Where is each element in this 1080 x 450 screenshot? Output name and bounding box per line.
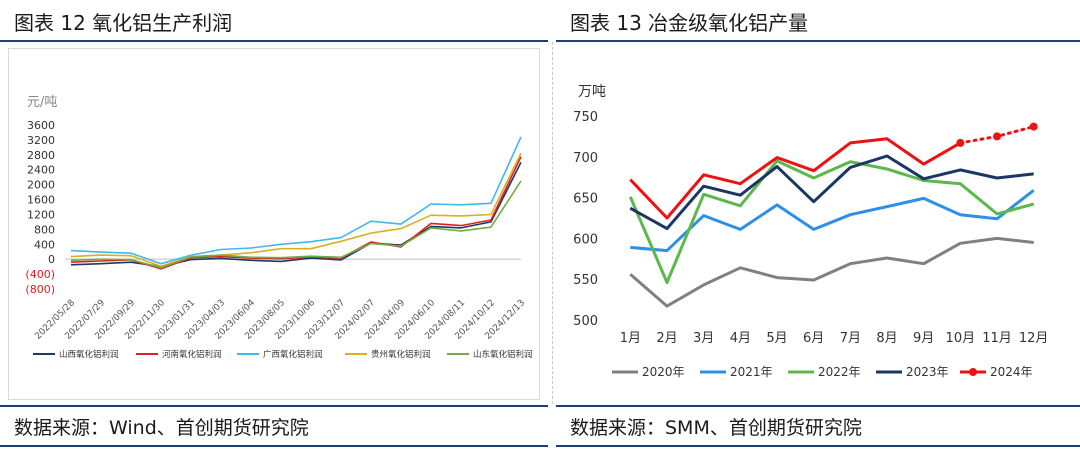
left-y-tick-label: 1200 <box>27 208 55 221</box>
left-series-line <box>70 156 522 270</box>
left-y-tick-label: 2000 <box>27 179 55 192</box>
right-x-tick-label: 3月 <box>693 331 714 346</box>
right-x-tick-label: 6月 <box>803 331 824 346</box>
left-chart-title: 图表 12 氧化铝生产利润 <box>14 11 233 35</box>
left-legend-label: 山东氧化铝利润 <box>473 349 533 360</box>
output-line-chart: 万吨 750 700 650 600 550 500 1月 2月 3月 4月 5月 6月 7月 8月 9月 10… <box>573 84 1049 379</box>
left-y-tick-label: 3200 <box>27 134 55 147</box>
right-series-line <box>629 236 1034 308</box>
right-chart-title: 图表 13 冶金级氧化铝产量 <box>570 11 809 35</box>
right-legend-label: 2023年 <box>906 365 949 379</box>
right-x-tick-label: 2月 <box>656 331 677 346</box>
right-legend-label: 2024年 <box>990 365 1033 379</box>
right-legend-label: 2020年 <box>642 365 685 379</box>
left-y-tick-label: 400 <box>34 238 55 251</box>
right-x-tick-label: 10月 <box>946 331 976 346</box>
right-title-bar: 图表 13 冶金级氧化铝产量 <box>556 0 1080 42</box>
left-source-bar: 数据来源：Wind、首创期货研究院 <box>0 405 548 447</box>
left-series-line <box>70 136 522 265</box>
right-x-tick-label: 8月 <box>876 331 897 346</box>
left-y-tick-label: 2800 <box>27 149 55 162</box>
left-y-tick-label: (800) <box>25 283 55 296</box>
right-legend-marker <box>969 368 977 376</box>
right-legend-label: 2022年 <box>818 365 861 379</box>
left-legend-label: 贵州氧化铝利润 <box>371 349 431 360</box>
left-legend-label: 广西氧化铝利润 <box>263 349 323 360</box>
right-y-tick-label: 500 <box>573 314 598 329</box>
right-x-tick-label: 11月 <box>982 331 1012 346</box>
left-chart-panel: 图表 12 氧化铝生产利润 元/吨 3600 3200 2800 2400 2000 160… <box>0 0 548 447</box>
right-source-bar: 数据来源：SMM、首创期货研究院 <box>556 405 1080 447</box>
left-y-tick-label: 1600 <box>27 194 55 207</box>
right-x-tick-label: 4月 <box>730 331 751 346</box>
right-x-tick-label: 1月 <box>620 331 641 346</box>
right-legend-label: 2021年 <box>730 365 773 379</box>
right-series-line <box>629 137 962 220</box>
right-unit-label: 万吨 <box>578 84 606 100</box>
right-y-tick-label: 600 <box>573 232 598 247</box>
right-series-point <box>1029 122 1038 131</box>
right-series-line <box>630 189 1035 253</box>
right-y-tick-label: 750 <box>573 110 598 125</box>
right-x-tick-label: 5月 <box>766 331 787 346</box>
left-source-text: 数据来源：Wind、首创期货研究院 <box>14 417 309 439</box>
right-x-tick-label: 12月 <box>1019 331 1049 346</box>
left-series-line <box>70 180 522 269</box>
left-series-line <box>70 152 522 268</box>
left-y-tick-label: (400) <box>25 268 55 281</box>
right-y-tick-label: 650 <box>573 192 598 207</box>
left-series-line <box>70 161 522 268</box>
left-y-tick-label: 0 <box>48 253 55 266</box>
right-series-line <box>628 159 1035 284</box>
left-legend-label: 河南氧化铝利润 <box>162 349 222 360</box>
right-series-line <box>629 154 1034 231</box>
left-chart-frame: 元/吨 3600 3200 2800 2400 2000 1600 1200 800 400 0 (4… <box>8 48 540 400</box>
right-source-text: 数据来源：SMM、首创期货研究院 <box>570 417 862 439</box>
left-y-tick-label: 2400 <box>27 164 55 177</box>
right-y-tick-label: 550 <box>573 273 598 288</box>
right-y-tick-label: 700 <box>573 151 598 166</box>
left-title-bar: 图表 12 氧化铝生产利润 <box>0 0 548 42</box>
left-legend-label: 山西氧化铝利润 <box>59 349 119 360</box>
left-y-tick-label: 3600 <box>27 119 55 132</box>
right-series-point <box>956 138 965 147</box>
right-series-point <box>993 132 1001 141</box>
left-y-tick-label: 800 <box>34 223 55 236</box>
panel-divider <box>552 42 553 404</box>
right-chart-panel: 图表 13 冶金级氧化铝产量 万吨 750 700 650 600 550 500 1月 2月 3… <box>556 0 1080 450</box>
right-x-tick-label: 7月 <box>840 331 861 346</box>
left-unit-label: 元/吨 <box>27 95 57 110</box>
right-x-tick-label: 9月 <box>913 331 934 346</box>
